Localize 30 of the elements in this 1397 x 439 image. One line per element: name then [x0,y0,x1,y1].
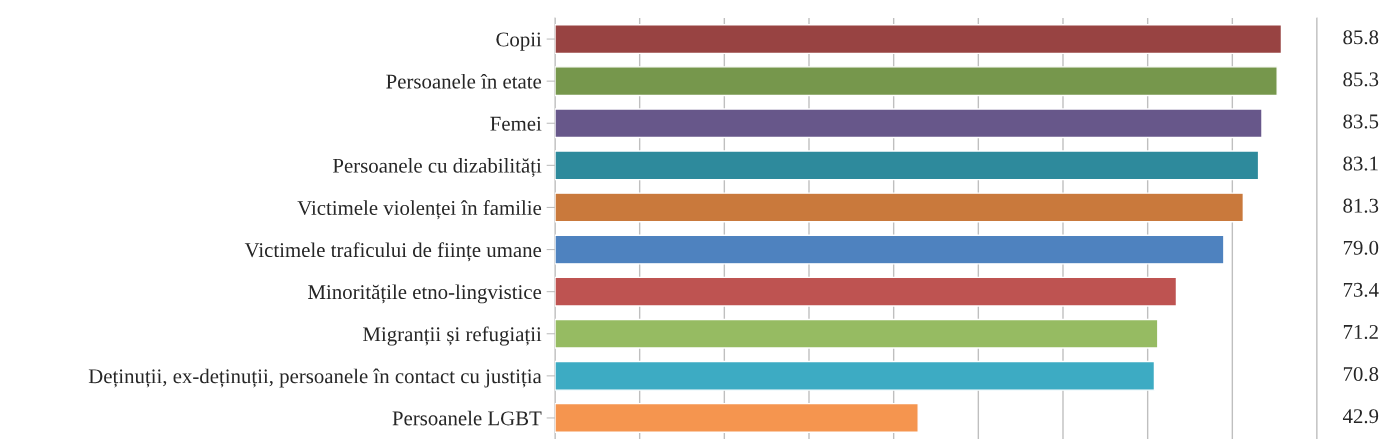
y-tick-label: Minoritățile etno-lingvistice [308,284,542,304]
y-tick-label: Migranții și refugiații [363,326,542,346]
data-label: 83.1 [1343,156,1378,171]
y-tick-label: Victimele traficului de ființe umane [244,242,542,262]
bar [555,24,1283,55]
data-label: 81.3 [1343,198,1379,213]
bar [555,360,1156,391]
bar [555,318,1159,349]
y-tick-label: Persoanele LGBT [392,410,542,426]
bar [555,108,1263,139]
y-tick-label: Copii [496,32,542,51]
data-label: 79.0 [1343,240,1379,255]
bar [555,192,1245,223]
y-tick-label: Persoanele cu dizabilități [332,158,542,178]
data-label: 70.8 [1343,367,1379,382]
bar [555,402,919,433]
data-label: 85.3 [1343,72,1379,87]
y-tick-label: Persoanele în etate [386,73,542,89]
data-label: 71.2 [1343,324,1378,340]
data-label: 73.4 [1343,282,1379,297]
y-tick-label: Victimele violenței în familie [297,200,542,220]
data-label: 83.5 [1343,114,1379,129]
y-tick-label: Deținuții, ex-deținuții, persoanele în contact cu justiția [88,368,542,388]
bar [555,66,1278,97]
bar [555,150,1260,181]
bar [555,276,1178,307]
bar [555,234,1225,265]
data-label: 42.9 [1342,409,1379,424]
data-label: 85.8 [1343,30,1379,45]
y-tick-label: Femei [490,116,542,131]
